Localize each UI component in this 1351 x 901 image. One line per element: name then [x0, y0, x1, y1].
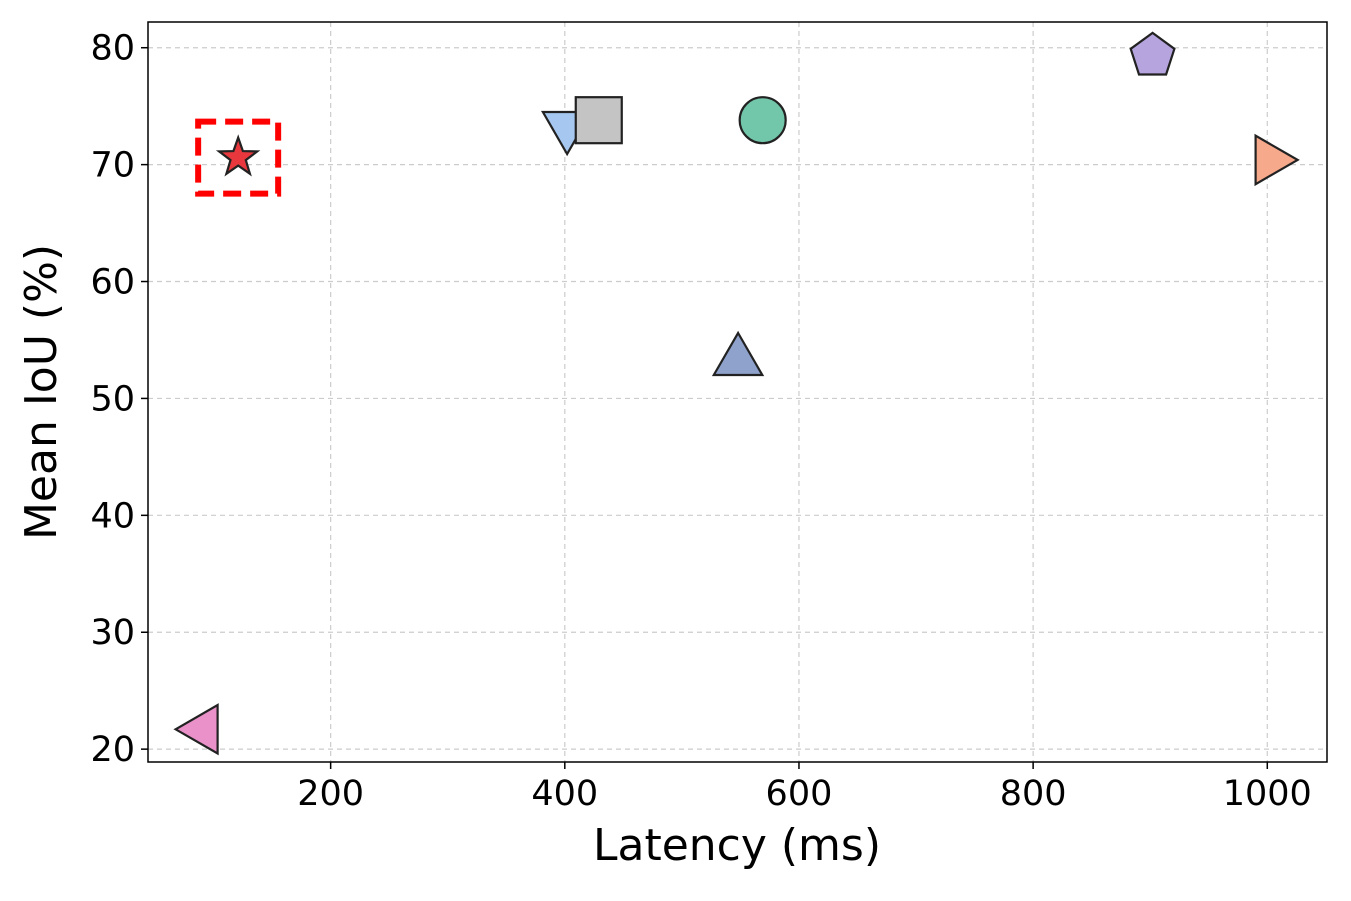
x-tick-label: 1000 [1223, 774, 1312, 814]
y-tick-label: 20 [90, 730, 135, 770]
point [173, 703, 219, 756]
point [574, 96, 623, 145]
y-tick-label: 40 [90, 496, 135, 536]
y-tick-label: 80 [90, 29, 135, 69]
x-tick-label: 600 [766, 774, 833, 814]
y-axis-label: Mean IoU (%) [16, 244, 67, 540]
plot-frame [147, 21, 1328, 763]
point [215, 134, 261, 177]
x-tick-label: 800 [1000, 774, 1067, 814]
point [1254, 133, 1300, 187]
x-axis-label: Latency (ms) [593, 820, 881, 871]
y-tick-label: 50 [90, 379, 135, 419]
x-tick-label: 400 [531, 774, 598, 814]
point [711, 330, 765, 377]
highlight-box [195, 118, 282, 197]
point [738, 96, 787, 145]
x-tick-label: 200 [297, 774, 364, 814]
point [1129, 31, 1176, 76]
y-tick-label: 30 [90, 613, 135, 653]
y-tick-label: 70 [90, 146, 135, 186]
y-tick-label: 60 [90, 263, 135, 303]
